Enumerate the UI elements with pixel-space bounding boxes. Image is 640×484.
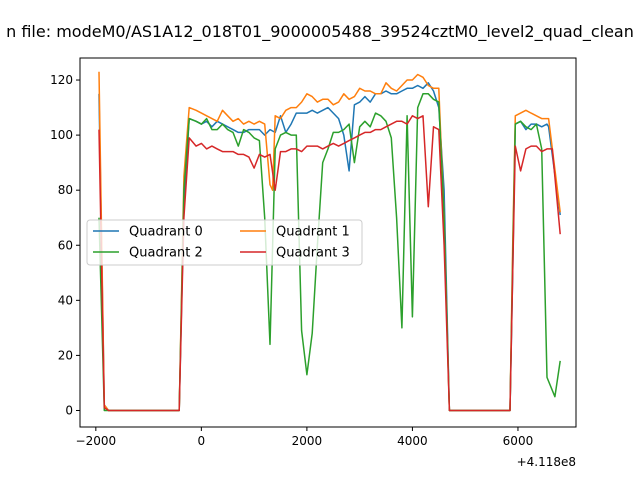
x-axis: −2000 0 2000 4000 6000: [76, 427, 534, 448]
y-tick-label: 40: [58, 293, 73, 307]
chart-title: n file: modeM0/AS1A12_018T01_9000005488_…: [6, 22, 634, 41]
y-tick-label: 120: [50, 73, 73, 87]
x-tick-label: 4000: [397, 434, 428, 448]
legend: Quadrant 0 Quadrant 1 Quadrant 2 Quadrant 3: [86, 219, 363, 266]
x-tick-label: −2000: [76, 434, 117, 448]
axes-frame: [79, 57, 577, 428]
legend-label: Quadrant 0: [129, 225, 203, 240]
x-tick-label: 6000: [503, 434, 534, 448]
x-tick-label: 0: [198, 434, 206, 448]
y-tick-label: 60: [58, 238, 73, 252]
legend-box: [86, 219, 363, 266]
plot-lines: [98, 71, 561, 412]
y-tick-label: 0: [65, 403, 73, 417]
y-tick-label: 80: [58, 183, 73, 197]
x-tick-label: 2000: [292, 434, 323, 448]
y-tick-label: 100: [50, 128, 73, 142]
series-line-quadrant-3: [98, 115, 561, 412]
x-axis-offset-label: +4.118e8: [517, 455, 576, 469]
y-axis: 0 20 40 60 80 100 120: [50, 73, 80, 417]
legend-label: Quadrant 2: [129, 246, 203, 261]
legend-label: Quadrant 1: [276, 225, 350, 240]
y-tick-label: 20: [58, 348, 73, 362]
legend-label: Quadrant 3: [276, 246, 350, 261]
